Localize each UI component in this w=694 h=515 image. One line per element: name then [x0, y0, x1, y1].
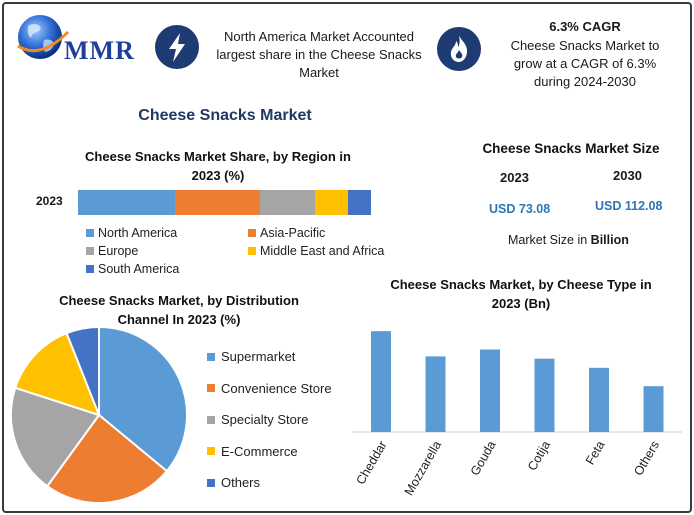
market-size-unit-note: Market Size in Billion [508, 233, 629, 247]
cagr-title: 6.3% CAGR [549, 19, 621, 34]
region-legend: North America Europe South America Asia-Pac… [86, 226, 406, 280]
channel-legend-item: Convenience Store [207, 381, 332, 396]
region-legend-item: South America [86, 262, 179, 276]
legend-swatch [207, 352, 215, 361]
region-bar-segment-asia-pacific [174, 190, 260, 215]
channel-legend-item: Specialty Store [207, 412, 308, 427]
type-tick-label-others: Others [631, 439, 662, 478]
channel-legend-item: Supermarket [207, 349, 295, 364]
type-bar-cotija [534, 358, 555, 432]
region-bar-segment-north-america [78, 190, 175, 215]
type-bar-others [643, 386, 664, 432]
legend-label: Asia-Pacific [260, 226, 326, 240]
region-legend-item: North America [86, 226, 177, 240]
market-size-year-2023: 2023 [500, 170, 529, 185]
region-bar-segment-middle-east-and-africa [315, 190, 348, 215]
legend-swatch [207, 478, 215, 487]
region-chart-category: 2023 [36, 194, 63, 208]
legend-swatch [86, 265, 94, 273]
type-bar-mozzarella [425, 356, 446, 432]
legend-label: Middle East and Africa [260, 244, 385, 258]
region-bar-segment-south-america [347, 190, 371, 215]
brand-name: MMR [64, 36, 135, 65]
unit-note-text: Market Size in [508, 233, 591, 247]
legend-swatch [248, 229, 256, 237]
pie-slice-supermarket [98, 325, 188, 473]
region-legend-item: Asia-Pacific [248, 226, 325, 240]
legend-label: South America [98, 262, 180, 276]
cagr-text: Cheese Snacks Market to grow at a CAGR o… [510, 38, 660, 89]
type-tick-label-mozzarella: Mozzarella [402, 438, 444, 497]
flame-icon [437, 27, 481, 71]
market-size-value-2030: USD 112.08 [595, 199, 663, 213]
type-bar-cheddar [371, 331, 391, 432]
channel-chart-title: Cheese Snacks Market, by Distribution Ch… [59, 293, 299, 327]
pie-slice-specialty-store [10, 386, 101, 488]
type-tick-label-feta: Feta [583, 438, 608, 467]
channel-legend-item: E-Commerce [207, 444, 298, 459]
type-bar-gouda [480, 349, 500, 432]
legend-label: Europe [98, 244, 139, 258]
market-size-year-2030: 2030 [613, 168, 642, 183]
type-bar-chart: Cheddar Mozzarella Gouda Cotija Feta Others [352, 331, 682, 498]
type-tick-label-gouda: Gouda [468, 438, 499, 478]
legend-swatch [207, 384, 215, 392]
legend-swatch [207, 415, 215, 424]
pie-slice-others [65, 325, 100, 416]
channel-pie-chart [10, 325, 188, 504]
globe-icon [17, 15, 70, 59]
page-title: Cheese Snacks Market [138, 107, 312, 124]
market-size-title: Cheese Snacks Market Size [482, 141, 660, 156]
channel-legend-item: Others [207, 475, 260, 490]
type-tick-label-cotija: Cotija [525, 438, 553, 473]
legend-swatch [248, 247, 256, 255]
region-chart-title: Cheese Snacks Market Share, by Region in… [85, 149, 351, 183]
legend-swatch [207, 447, 215, 455]
legend-label: North America [98, 226, 178, 240]
legend-label: Specialty Store [221, 412, 309, 427]
legend-label: Convenience Store [221, 380, 332, 396]
type-bar-feta [589, 367, 609, 432]
region-legend-item: Middle East and Africa [248, 244, 384, 258]
legend-label: Others [221, 475, 261, 490]
legend-swatch [86, 247, 94, 255]
info-card-region-text: North America Market Accounted largest s… [216, 29, 422, 80]
lightning-icon [155, 25, 199, 69]
pie-slice-e-commerce [14, 331, 101, 417]
type-chart-title: Cheese Snacks Market, by Cheese Type in … [390, 277, 652, 311]
market-size-value-2023: USD 73.08 [489, 202, 551, 216]
region-legend-item: Europe [86, 244, 138, 258]
pie-slice-convenience-store [45, 413, 169, 504]
type-tick-label-cheddar: Cheddar [353, 439, 389, 488]
legend-label: E-Commerce [221, 443, 298, 459]
legend-label: Supermarket [221, 349, 296, 364]
region-bar-segment-europe [259, 190, 316, 215]
legend-swatch [86, 229, 94, 237]
unit-note-bold: Billion [590, 233, 629, 247]
channel-legend: Supermarket Convenience Store Specialty St… [207, 349, 357, 499]
region-stacked-bar [78, 190, 371, 215]
